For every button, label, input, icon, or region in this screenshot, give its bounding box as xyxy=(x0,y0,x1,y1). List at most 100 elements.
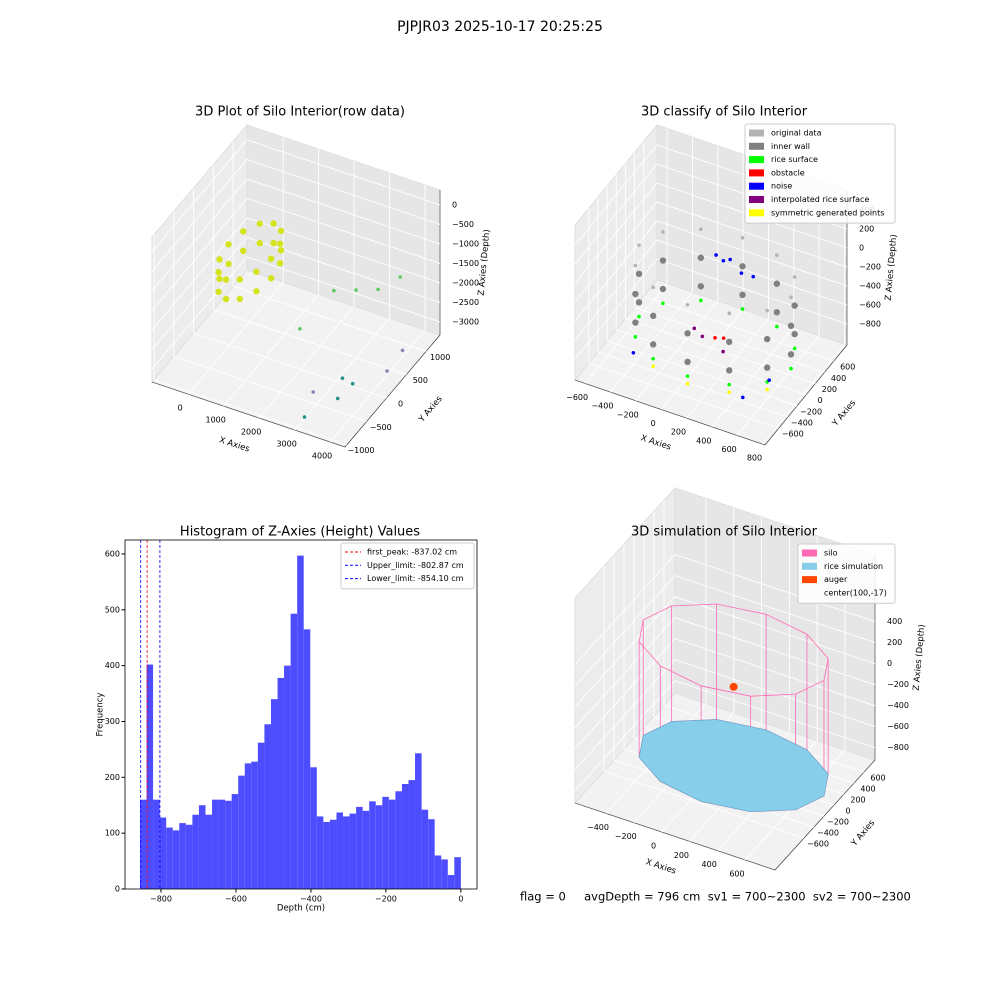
point xyxy=(256,220,263,227)
grid-line xyxy=(574,239,848,341)
y-tick-label: 400 xyxy=(860,785,875,794)
point xyxy=(659,285,667,293)
z-tick-label: −800 xyxy=(859,320,881,329)
point xyxy=(685,374,690,378)
x-axis-label: Depth (cm) xyxy=(277,904,325,914)
z-tick-label: −2000 xyxy=(452,278,479,287)
x-tick-label: 3000 xyxy=(276,440,296,449)
point xyxy=(791,302,798,309)
z-tick-label: 0 xyxy=(859,244,864,253)
point xyxy=(332,288,336,293)
bar xyxy=(251,761,258,889)
point xyxy=(714,253,718,257)
legend-label: silo xyxy=(824,549,838,558)
y-tick-label: −500 xyxy=(370,423,392,432)
axis-line xyxy=(574,759,876,871)
point xyxy=(685,381,690,386)
point xyxy=(792,275,797,279)
axis-line xyxy=(151,334,441,448)
point xyxy=(225,241,232,248)
bar xyxy=(238,775,245,889)
bar xyxy=(198,805,206,889)
legend-patch xyxy=(749,182,764,190)
point xyxy=(721,336,726,340)
grid-line xyxy=(716,535,818,851)
x-tick-label: −200 xyxy=(375,895,397,904)
grid-line xyxy=(151,139,441,253)
point xyxy=(659,257,667,264)
bar xyxy=(441,859,448,889)
point xyxy=(635,299,643,306)
bar xyxy=(447,875,455,889)
y-tick-label: 300 xyxy=(105,717,120,726)
bar xyxy=(244,763,252,889)
y-tick-label: 0 xyxy=(818,396,823,405)
y-tick-label: 200 xyxy=(105,773,120,782)
legend-box xyxy=(797,543,896,604)
point xyxy=(651,285,656,290)
grid-line xyxy=(187,137,284,395)
grid-line xyxy=(744,544,846,861)
point xyxy=(216,256,223,263)
bar xyxy=(382,796,389,889)
point xyxy=(773,309,781,316)
legend-label: Lower_limit: -854.10 cm xyxy=(367,574,464,583)
y-tick-label: 1000 xyxy=(430,353,450,362)
x-tick-label: 0 xyxy=(178,404,183,413)
grid-line xyxy=(574,659,876,770)
y-tick-label: −400 xyxy=(791,419,813,428)
y-tick-label: 400 xyxy=(831,374,846,383)
point xyxy=(335,396,340,401)
bar xyxy=(192,814,199,889)
legend-label: symmetric generated points xyxy=(771,208,884,217)
bar xyxy=(336,812,344,889)
point xyxy=(240,247,247,255)
grid-line xyxy=(643,141,834,362)
bar xyxy=(388,799,396,889)
y-tick-label: 200 xyxy=(850,796,865,805)
y-tick-label: 600 xyxy=(870,774,885,783)
z-tick-label: −1000 xyxy=(452,239,479,248)
point xyxy=(633,335,638,339)
grid-line xyxy=(151,236,441,350)
grid-line xyxy=(151,256,441,370)
point xyxy=(222,295,230,303)
point xyxy=(740,307,745,311)
grid-line xyxy=(574,638,876,749)
point xyxy=(633,263,638,268)
z-tick-label: −200 xyxy=(859,263,881,272)
bar xyxy=(395,791,402,889)
grid-line xyxy=(762,189,845,445)
point xyxy=(721,349,725,354)
point xyxy=(637,243,641,248)
point xyxy=(765,308,769,313)
point xyxy=(699,298,703,303)
point xyxy=(651,356,656,361)
grid-line xyxy=(574,201,848,303)
legend-patch xyxy=(749,169,764,177)
x-tick-label: −400 xyxy=(591,402,613,411)
bar xyxy=(218,799,226,889)
point xyxy=(277,227,285,235)
grid-line xyxy=(635,145,719,402)
y-tick-label: 0 xyxy=(398,400,403,409)
y-tick-label: 600 xyxy=(840,363,855,372)
bar xyxy=(257,742,265,889)
bar xyxy=(172,830,180,889)
grid-line xyxy=(610,137,693,393)
x-tick-label: −400 xyxy=(300,895,322,904)
point xyxy=(302,415,307,419)
point xyxy=(632,290,639,298)
status-footer: flag = 0 avgDepth = 796 cm sv1 = 700~230… xyxy=(520,890,911,904)
x-tick-label: 200 xyxy=(674,851,689,860)
grid-line xyxy=(597,197,789,418)
bar xyxy=(343,816,350,889)
subplot-title: 3D classify of Silo Interior xyxy=(641,105,808,120)
bar xyxy=(277,677,285,889)
z-tick-label: −600 xyxy=(887,722,909,731)
z-tick-label: −1500 xyxy=(452,259,479,268)
legend-box xyxy=(744,123,896,224)
point xyxy=(385,369,389,373)
grid-line xyxy=(603,566,805,839)
x-tick-label: −600 xyxy=(225,895,247,904)
